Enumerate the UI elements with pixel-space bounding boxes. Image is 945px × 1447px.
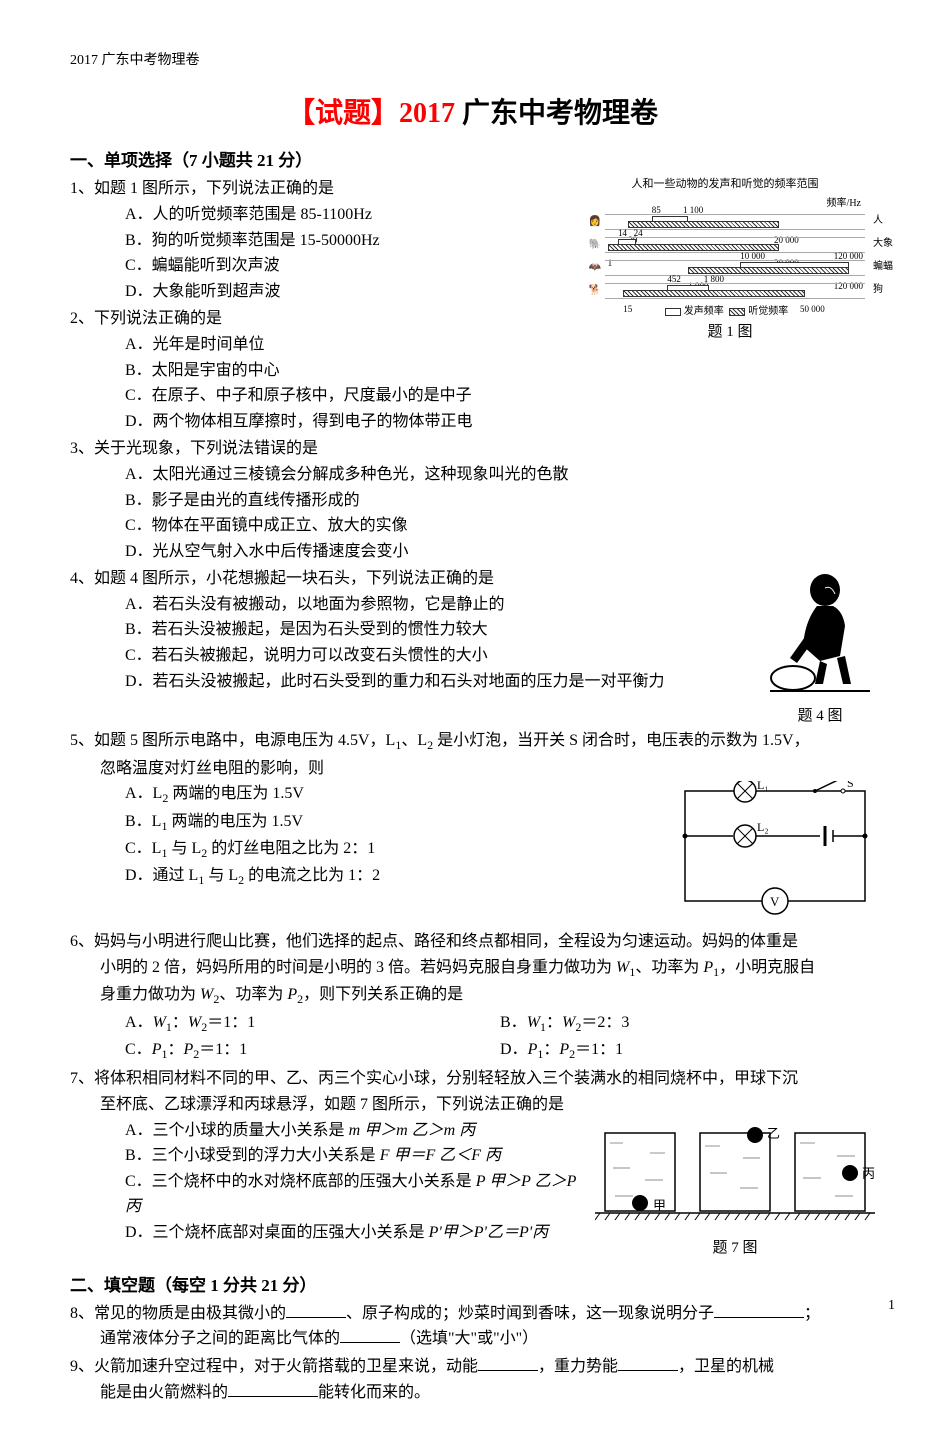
q9-blank-3[interactable] xyxy=(228,1381,318,1397)
q5-stem: 5、如题 5 图所示电路中，电源电压为 4.5V，L1、L2 是小灯泡，当开关 … xyxy=(70,728,875,755)
q3-stem: 3、关于光现象，下列说法错误的是 xyxy=(70,436,875,462)
q2-option-d: D．两个物体相互摩擦时，得到电子的物体带正电 xyxy=(125,409,875,435)
q9-blank-1[interactable] xyxy=(478,1355,538,1371)
question-9: 9、火箭加速升空过程中，对于火箭搭载的卫星来说，动能，重力势能，卫星的机械 能是… xyxy=(70,1354,875,1405)
q3-option-d: D．光从空气射入水中后传播速度会变小 xyxy=(125,539,875,565)
question-1: 1、如题 1 图所示，下列说法正确的是 A．人的听觉频率范围是 85-1100H… xyxy=(70,176,875,304)
q6-stem3: 身重力做功为 W2、功率为 P2，则下列关系正确的是 xyxy=(70,982,875,1009)
q5-stem2: 忽略温度对灯丝电阻的影响，则 xyxy=(70,756,875,782)
q3-option-a: A．太阳光通过三棱镜会分解成多种色光，这种现象叫光的色散 xyxy=(125,462,875,488)
q2-option-c: C．在原子、中子和原子核中，尺度最小的是中子 xyxy=(125,383,875,409)
q1-stem: 1、如题 1 图所示，下列说法正确的是 xyxy=(70,176,875,202)
q6-stem2: 小明的 2 倍，妈妈所用的时间是小明的 3 倍。若妈妈克服自身重力做功为 W1、… xyxy=(70,955,875,982)
section-2-heading: 二、填空题（每空 1 分共 21 分） xyxy=(70,1272,875,1299)
question-5: 5、如题 5 图所示电路中，电源电压为 4.5V，L1、L2 是小灯泡，当开关 … xyxy=(70,728,875,890)
figure-5: L₁ S L₂ V xyxy=(675,781,875,929)
title-prefix: 【试题】 xyxy=(287,98,399,129)
question-6: 6、妈妈与小明进行爬山比赛，他们选择的起点、路径和终点都相同，全程设为匀速运动。… xyxy=(70,929,875,1064)
q1-option-a: A．人的听觉频率范围是 85-1100Hz xyxy=(125,202,875,228)
q7-stem2: 至杯底、乙球漂浮和丙球悬浮，如题 7 图所示，下列说法正确的是 xyxy=(70,1092,875,1118)
q6-option-b: B．W1：W2＝2：3 xyxy=(500,1010,875,1037)
q4-option-c: C．若石头被搬起，说明力可以改变石头惯性的大小 xyxy=(125,643,875,669)
q6-option-c: C．P1：P2＝1：1 xyxy=(125,1037,500,1064)
section-1-heading: 一、单项选择（7 小题共 21 分） xyxy=(70,147,875,174)
q4-option-b: B．若石头没被搬起，是因为石头受到的惯性力较大 xyxy=(125,617,875,643)
title-year: 2017 xyxy=(399,98,455,129)
q1-option-b: B．狗的听觉频率范围是 15-50000Hz xyxy=(125,228,875,254)
svg-text:L₁: L₁ xyxy=(757,781,769,792)
q3-option-b: B．影子是由光的直线传播形成的 xyxy=(125,488,875,514)
q6-stem1: 6、妈妈与小明进行爬山比赛，他们选择的起点、路径和终点都相同，全程设为匀速运动。… xyxy=(70,929,875,955)
q4-stem: 4、如题 4 图所示，小花想搬起一块石头，下列说法正确的是 xyxy=(70,566,875,592)
figure-7: 甲 乙 丙 题 7 图 xyxy=(595,1118,875,1260)
q9-blank-2[interactable] xyxy=(618,1355,678,1371)
figure-7-caption: 题 7 图 xyxy=(595,1236,875,1260)
q4-option-d: D．若石头没被搬起，此时石头受到的重力和石头对地面的压力是一对平衡力 xyxy=(125,669,875,695)
q3-option-c: C．物体在平面镜中成正立、放大的实像 xyxy=(125,513,875,539)
question-4: 4、如题 4 图所示，小花想搬起一块石头，下列说法正确的是 A．若石头没有被搬动… xyxy=(70,566,875,694)
svg-text:丙: 丙 xyxy=(862,1166,875,1181)
title-rest: 广东中考物理卷 xyxy=(455,98,658,129)
q6-option-a: A．W1：W2＝1：1 xyxy=(125,1010,500,1037)
page-header: 2017 广东中考物理卷 xyxy=(70,50,875,72)
q8-blank-2[interactable] xyxy=(714,1302,804,1318)
question-8: 8、常见的物质是由极其微小的、原子构成的；炒菜时闻到香味，这一现象说明分子； 通… xyxy=(70,1301,875,1352)
q8-blank-1[interactable] xyxy=(286,1302,346,1318)
svg-text:V: V xyxy=(770,894,780,909)
figure-4-caption: 题 4 图 xyxy=(765,704,875,728)
circuit-diagram-icon: L₁ S L₂ V xyxy=(675,781,875,921)
q6-option-d: D．P1：P2＝1：1 xyxy=(500,1037,875,1064)
svg-text:乙: 乙 xyxy=(767,1126,780,1141)
three-beakers-icon: 甲 乙 丙 xyxy=(595,1118,875,1228)
question-7: 7、将体积相同材料不同的甲、乙、丙三个实心小球，分别轻轻放入三个装满水的相同烧杯… xyxy=(70,1066,875,1245)
q7-stem1: 7、将体积相同材料不同的甲、乙、丙三个实心小球，分别轻轻放入三个装满水的相同烧杯… xyxy=(70,1066,875,1092)
q8-blank-3[interactable] xyxy=(340,1327,400,1343)
page-title: 【试题】2017 广东中考物理卷 xyxy=(70,92,875,137)
svg-text:S: S xyxy=(847,781,854,790)
q2-stem: 2、下列说法正确的是 xyxy=(70,306,875,332)
q4-option-a: A．若石头没有被搬动，以地面为参照物，它是静止的 xyxy=(125,592,875,618)
question-3: 3、关于光现象，下列说法错误的是 A．太阳光通过三棱镜会分解成多种色光，这种现象… xyxy=(70,436,875,564)
q2-option-b: B．太阳是宇宙的中心 xyxy=(125,358,875,384)
q2-option-a: A．光年是时间单位 xyxy=(125,332,875,358)
page-number: 1 xyxy=(888,1295,895,1317)
svg-text:L₂: L₂ xyxy=(757,820,769,834)
question-2: 2、下列说法正确的是 A．光年是时间单位 B．太阳是宇宙的中心 C．在原子、中子… xyxy=(70,306,875,434)
q1-option-c: C．蝙蝠能听到次声波 xyxy=(125,253,875,279)
q1-option-d: D．大象能听到超声波 xyxy=(125,279,875,305)
svg-text:甲: 甲 xyxy=(653,1198,666,1213)
